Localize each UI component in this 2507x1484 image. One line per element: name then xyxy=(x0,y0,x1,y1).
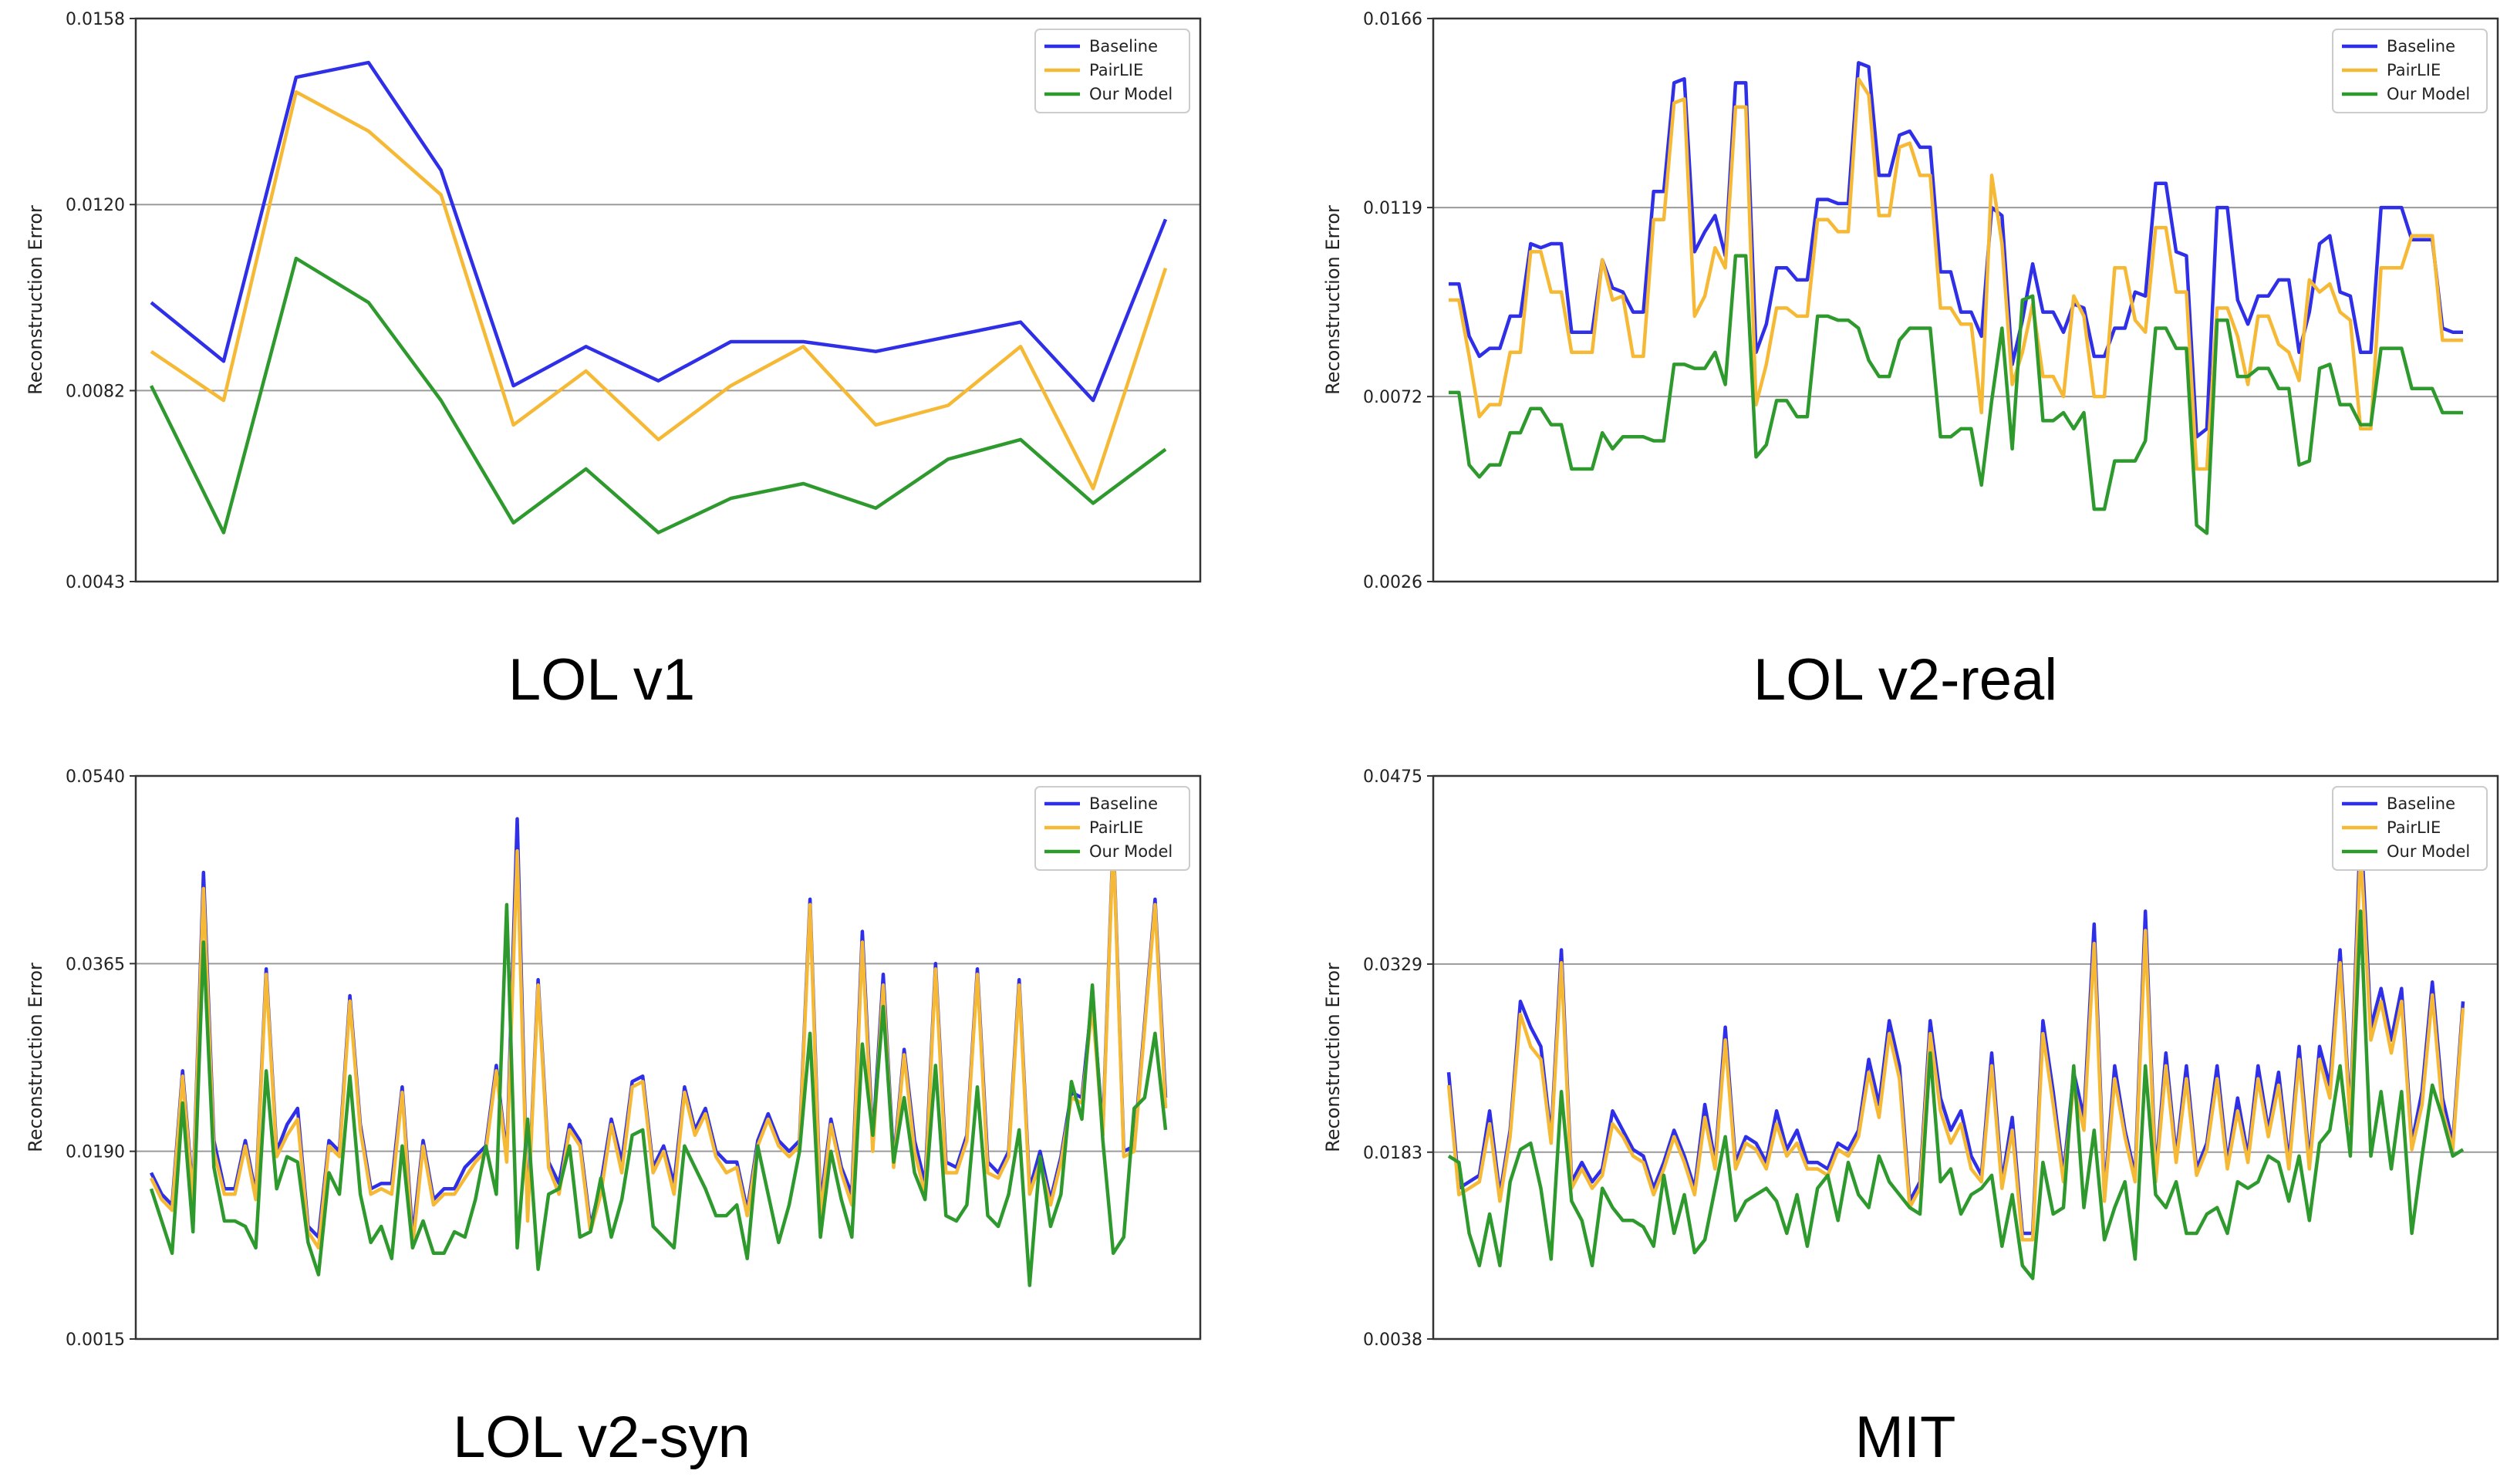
y-tick-label: 0.0026 xyxy=(1363,573,1422,592)
y-axis-label: Reconstruction Error xyxy=(25,205,46,395)
legend-label-baseline: Baseline xyxy=(1089,37,1158,56)
y-axis-label: Reconstruction Error xyxy=(1322,963,1344,1152)
chart-panel-mit: 0.0038 0.0183 0.0329 0.0475 Reconstruction E… xyxy=(1322,767,2499,1350)
y-tick-label: 0.0183 xyxy=(1363,1144,1422,1163)
y-tick-label: 0.0166 xyxy=(1363,10,1422,29)
y-tick-label: 0.0475 xyxy=(1363,767,1422,787)
y-axis-label: Reconstruction Error xyxy=(1322,205,1344,395)
caption-mit: MIT xyxy=(1854,1405,1956,1470)
legend-label-our-model: Our Model xyxy=(2387,842,2470,861)
y-tick-label: 0.0190 xyxy=(66,1143,125,1162)
series-line-pairlie xyxy=(1446,845,2465,1242)
legend-label-pairlie: PairLIE xyxy=(2387,818,2441,837)
y-tick-label: 0.0043 xyxy=(66,573,125,592)
series-line-baseline xyxy=(150,60,1168,403)
caption-lol-v2-real: LOL v2-real xyxy=(1753,647,2058,713)
series-line-pairlie xyxy=(150,89,1168,491)
series-line-pairlie xyxy=(149,838,1168,1250)
legend-label-our-model: Our Model xyxy=(1089,842,1173,861)
chart-panel-lol-v2-syn: 0.0015 0.0190 0.0365 0.0540 Reconstruction E… xyxy=(25,767,1202,1350)
legend-label-baseline: Baseline xyxy=(2387,794,2455,813)
y-axis-label: Reconstruction Error xyxy=(25,963,46,1152)
y-tick-label: 0.0082 xyxy=(66,382,125,401)
legend-label-baseline: Baseline xyxy=(2387,37,2455,56)
series-line-our-model xyxy=(149,256,1167,535)
caption-lol-v2-syn: LOL v2-syn xyxy=(453,1405,751,1470)
legend-box xyxy=(2332,29,2488,113)
axes-frame xyxy=(1432,774,2499,1341)
y-tick-label: 0.0015 xyxy=(66,1331,125,1350)
series-line-our-model xyxy=(1449,254,2463,535)
legend-label-pairlie: PairLIE xyxy=(1089,818,1143,837)
y-tick-label: 0.0038 xyxy=(1363,1331,1422,1350)
y-tick-label: 0.0072 xyxy=(1363,388,1422,407)
series-line-our-model xyxy=(149,902,1168,1287)
y-tick-label: 0.0540 xyxy=(66,767,125,787)
plot-area xyxy=(136,19,1200,582)
caption-lol-v1: LOL v1 xyxy=(508,647,696,713)
legend-label-our-model: Our Model xyxy=(2387,85,2470,103)
series-line-pairlie xyxy=(1449,76,2463,471)
axes-frame xyxy=(1432,17,2499,583)
y-tick-label: 0.0119 xyxy=(1363,199,1422,218)
y-tick-label: 0.0158 xyxy=(66,10,125,29)
legend-label-pairlie: PairLIE xyxy=(2387,61,2441,79)
axes-frame xyxy=(134,17,1202,583)
axes-frame xyxy=(134,774,1202,1341)
legend-box xyxy=(2332,786,2488,871)
legend-box xyxy=(1034,29,1190,113)
legend-box xyxy=(1034,786,1190,871)
legend-label-our-model: Our Model xyxy=(1089,85,1173,103)
chart-panel-lol-v1: 0.0043 0.0082 0.0120 0.0158 Reconstruction E… xyxy=(25,10,1202,592)
legend-label-baseline: Baseline xyxy=(1089,794,1158,813)
y-tick-label: 0.0120 xyxy=(66,196,125,215)
chart-panel-lol-v2-real: 0.0026 0.0072 0.0119 0.0166 Reconstruction E… xyxy=(1322,10,2499,592)
y-tick-label: 0.0329 xyxy=(1363,956,1422,975)
plot-area xyxy=(1433,19,2498,582)
series-line-our-model xyxy=(1447,909,2465,1280)
legend-label-pairlie: PairLIE xyxy=(1089,61,1143,79)
y-tick-label: 0.0365 xyxy=(66,955,125,974)
series-line-baseline xyxy=(1449,61,2463,439)
